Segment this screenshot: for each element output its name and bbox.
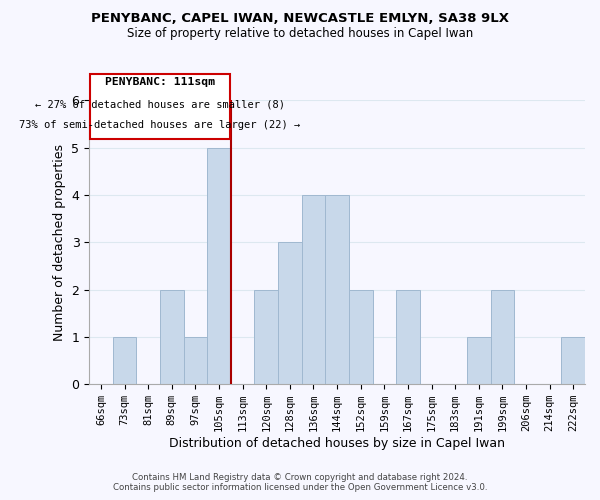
Bar <box>278 242 302 384</box>
Bar <box>491 290 514 384</box>
Bar <box>254 290 278 384</box>
Bar <box>207 148 231 384</box>
Text: Size of property relative to detached houses in Capel Iwan: Size of property relative to detached ho… <box>127 28 473 40</box>
FancyBboxPatch shape <box>91 74 230 139</box>
Bar <box>562 337 585 384</box>
Text: Contains HM Land Registry data © Crown copyright and database right 2024.
Contai: Contains HM Land Registry data © Crown c… <box>113 473 487 492</box>
Text: 73% of semi-detached houses are larger (22) →: 73% of semi-detached houses are larger (… <box>19 120 301 130</box>
Text: ← 27% of detached houses are smaller (8): ← 27% of detached houses are smaller (8) <box>35 99 285 109</box>
Bar <box>302 195 325 384</box>
Bar <box>113 337 136 384</box>
Y-axis label: Number of detached properties: Number of detached properties <box>53 144 66 341</box>
Text: PENYBANC: 111sqm: PENYBANC: 111sqm <box>105 78 215 88</box>
Bar <box>396 290 420 384</box>
X-axis label: Distribution of detached houses by size in Capel Iwan: Distribution of detached houses by size … <box>169 437 505 450</box>
Bar <box>325 195 349 384</box>
Bar <box>160 290 184 384</box>
Text: PENYBANC, CAPEL IWAN, NEWCASTLE EMLYN, SA38 9LX: PENYBANC, CAPEL IWAN, NEWCASTLE EMLYN, S… <box>91 12 509 26</box>
Bar <box>184 337 207 384</box>
Bar <box>349 290 373 384</box>
Bar <box>467 337 491 384</box>
